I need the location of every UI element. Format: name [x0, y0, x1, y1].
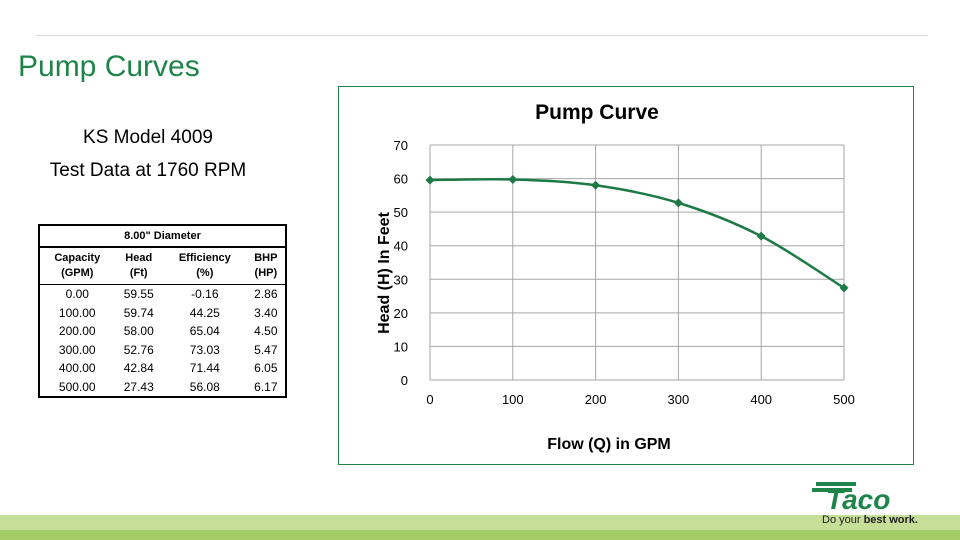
logo-tagline: Do your best work. [822, 514, 918, 526]
cell-bhp: 6.05 [254, 361, 278, 376]
cell-head: 59.55 [123, 287, 154, 302]
cell-head: 27.43 [123, 379, 154, 394]
y-tick-label: 50 [394, 205, 408, 220]
y-tick-label: 30 [394, 272, 408, 287]
cell-efficiency: -0.16 [191, 287, 219, 302]
chart-title: Pump Curve [535, 101, 659, 124]
y-tick-label: 40 [394, 239, 408, 254]
y-axis-ticks: 0 10 20 30 40 50 60 70 [394, 138, 408, 388]
x-tick-label: 300 [668, 392, 690, 407]
cell-bhp: 3.40 [254, 305, 278, 320]
x-tick-label: 400 [750, 392, 772, 407]
cell-head: 42.84 [123, 361, 154, 376]
y-tick-label: 0 [401, 373, 408, 388]
col-header-capacity: Capacity (GPM) [39, 247, 115, 285]
taco-logo-mark: Taco [812, 482, 890, 515]
col-header-head: Head (Ft) [114, 247, 163, 285]
y-tick-label: 20 [394, 306, 408, 321]
footer-band-accent [0, 530, 960, 540]
cell-bhp: 5.47 [254, 342, 278, 357]
table-row: 200.00 58.00 65.04 4.50 [39, 322, 286, 341]
cell-efficiency: 71.44 [189, 361, 220, 376]
y-tick-label: 10 [394, 339, 408, 354]
model-subtitle: KS Model 4009 [83, 127, 213, 148]
data-point [508, 174, 518, 184]
table-row: 400.00 42.84 71.44 6.05 [39, 359, 286, 378]
table-row: 300.00 52.76 73.03 5.47 [39, 341, 286, 360]
table-header-row: Capacity (GPM) Head (Ft) Efficiency (%) BHP… [39, 247, 286, 285]
table-row: 0.00 59.55 -0.16 2.86 [39, 285, 286, 304]
table-row: 100.00 59.74 44.25 3.40 [39, 304, 286, 323]
cell-head: 52.76 [123, 342, 154, 357]
col-header-bhp: BHP (HP) [246, 247, 286, 285]
data-point [839, 283, 849, 293]
cell-bhp: 6.17 [254, 379, 278, 394]
top-divider [36, 35, 928, 36]
x-tick-label: 500 [833, 392, 855, 407]
taco-logo: Taco Do your best work. [812, 478, 930, 530]
slide-title: Pump Curves [18, 50, 200, 83]
cell-head: 59.74 [123, 305, 154, 320]
cell-efficiency: 73.03 [189, 342, 220, 357]
col-header-efficiency: Efficiency (%) [162, 247, 247, 285]
series-head [425, 174, 849, 293]
cell-capacity: 0.00 [65, 287, 89, 302]
data-point [591, 180, 601, 190]
y-axis-label: Head (H) In Feet [376, 211, 393, 333]
cell-capacity: 300.00 [58, 342, 96, 357]
data-point [756, 231, 766, 241]
table-caption: 8.00" Diameter [39, 225, 286, 248]
pump-data-table: 8.00" Diameter Capacity (GPM) Head (Ft) Ef… [38, 224, 287, 398]
y-tick-label: 60 [394, 172, 408, 187]
table-row: 500.00 27.43 56.08 6.17 [39, 378, 286, 398]
cell-efficiency: 65.04 [189, 324, 220, 339]
chart-svg: Pump Curve 0 10 20 30 40 50 60 70 0 100 200 300 400… [376, 101, 855, 453]
cell-capacity: 500.00 [58, 379, 96, 394]
x-tick-label: 0 [426, 392, 433, 407]
x-tick-label: 200 [585, 392, 607, 407]
x-axis-ticks: 0 100 200 300 400 500 [426, 392, 854, 407]
cell-head: 58.00 [123, 324, 154, 339]
pump-curve-chart: Pump Curve 0 10 20 30 40 50 60 70 0 100 200 300 400… [338, 86, 914, 465]
data-point [673, 198, 683, 208]
data-point [425, 175, 435, 185]
x-tick-label: 100 [502, 392, 524, 407]
cell-capacity: 400.00 [58, 361, 96, 376]
test-data-subtitle: Test Data at 1760 RPM [49, 160, 247, 181]
cell-efficiency: 44.25 [189, 305, 220, 320]
cell-bhp: 2.86 [254, 287, 278, 302]
cell-bhp: 4.50 [254, 324, 278, 339]
logo-wordmark: Taco [826, 484, 890, 514]
cell-efficiency: 56.08 [189, 379, 220, 394]
cell-capacity: 200.00 [58, 324, 96, 339]
cell-capacity: 100.00 [58, 305, 96, 320]
y-tick-label: 70 [394, 138, 408, 153]
series-line [429, 177, 845, 289]
x-axis-label: Flow (Q) in GPM [547, 436, 671, 453]
